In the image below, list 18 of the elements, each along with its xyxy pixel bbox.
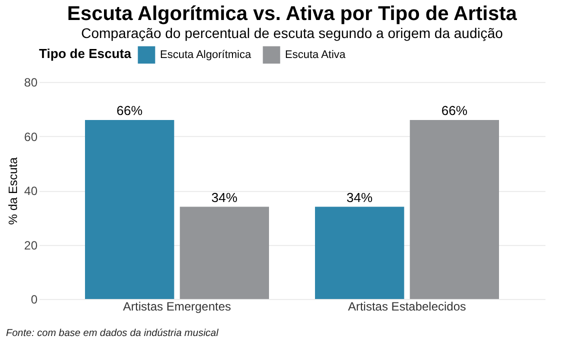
data-label: 66% — [441, 102, 468, 118]
x-tick-label: Artistas Emergentes — [122, 300, 232, 314]
legend-label: Escuta Algorítmica — [160, 48, 252, 61]
x-tick-label: Artistas Estabelecidos — [348, 300, 466, 314]
source-note: Fonte: com base em dados da indústria musical — [6, 328, 220, 340]
data-label: 34% — [211, 190, 238, 205]
chart-title: Escuta Algorítmica vs. Ativa por Tipo de Artista — [67, 3, 518, 25]
data-label: 34% — [346, 190, 374, 205]
chart-subtitle: Comparação do percentual de escuta segundo a origem da audição — [81, 25, 504, 41]
y-tick-label: 20 — [24, 238, 38, 252]
y-tick-label: 60 — [24, 130, 38, 144]
legend-label: Escuta Ativa — [285, 48, 346, 61]
y-tick-label: 80 — [24, 76, 38, 90]
y-tick-label: 40 — [24, 184, 38, 198]
y-tick-label: 0 — [30, 292, 38, 306]
y-axis-title: % da Escuta — [6, 156, 20, 225]
legend-title: Tipo de Escuta — [39, 46, 132, 61]
data-label: 66% — [116, 102, 144, 118]
